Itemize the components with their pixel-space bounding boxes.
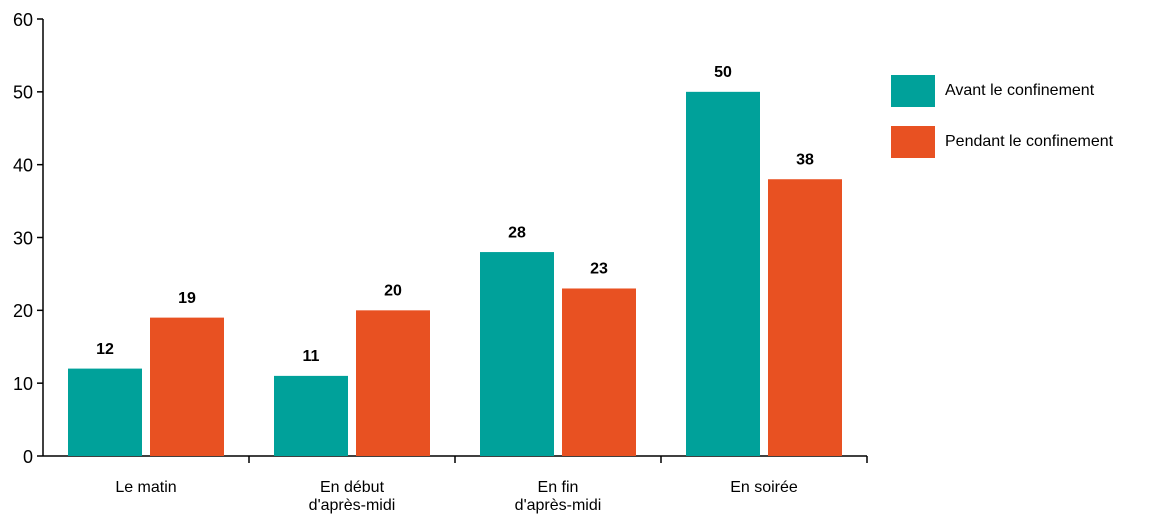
- y-tick-label: 50: [13, 83, 33, 103]
- y-tick-label: 30: [13, 228, 33, 248]
- x-tick-label: En début d'après-midi: [309, 479, 396, 514]
- legend-label: Avant le confinement: [945, 82, 1095, 99]
- value-label: 38: [796, 151, 814, 168]
- legend-swatch: [891, 126, 935, 158]
- x-tick-label: En soirée: [730, 479, 798, 496]
- legend-swatch: [891, 75, 935, 107]
- bar: [274, 375, 348, 456]
- y-tick-label: 40: [13, 155, 33, 175]
- y-tick-label: 10: [13, 374, 33, 394]
- bar: [768, 179, 842, 456]
- y-tick-label: 20: [13, 301, 33, 321]
- bar: [68, 368, 142, 456]
- x-tick-label: Le matin: [115, 479, 176, 496]
- value-label: 28: [508, 224, 526, 241]
- bar: [150, 317, 224, 456]
- bar: [562, 288, 636, 456]
- bar: [480, 252, 554, 456]
- x-tick-label: En fin d'après-midi: [515, 479, 602, 514]
- value-label: 19: [178, 290, 196, 307]
- value-label: 12: [96, 341, 114, 358]
- value-label: 50: [714, 64, 732, 81]
- legend-label: Pendant le confinement: [945, 133, 1114, 150]
- bar: [686, 91, 760, 456]
- y-tick-label: 60: [13, 10, 33, 30]
- value-label: 23: [590, 261, 608, 278]
- bar: [356, 310, 430, 456]
- value-label: 11: [303, 348, 320, 365]
- value-label: 20: [384, 283, 402, 300]
- y-tick-label: 0: [23, 447, 33, 467]
